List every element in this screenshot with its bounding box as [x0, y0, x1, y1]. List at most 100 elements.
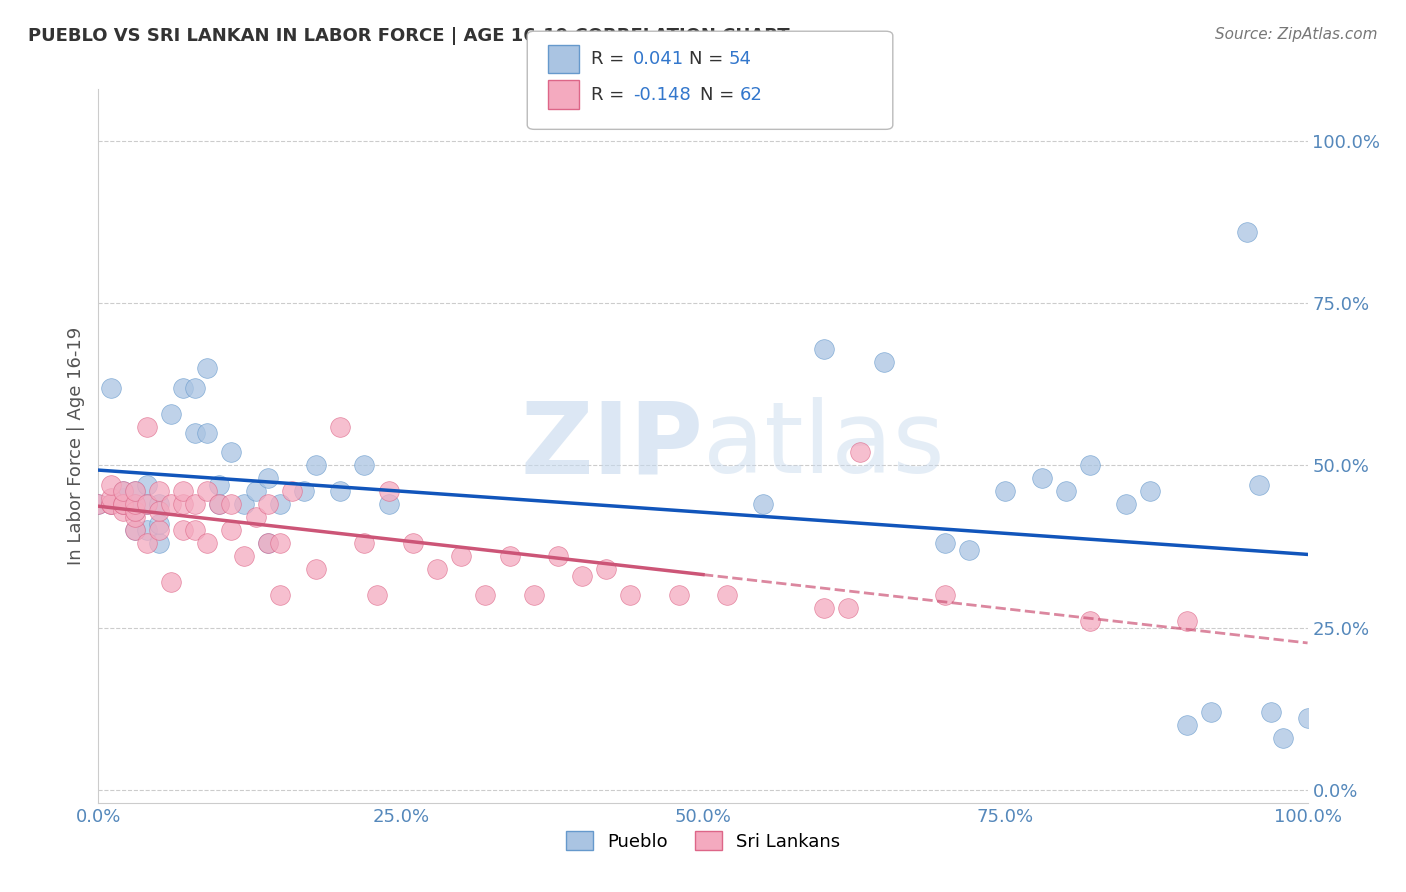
Point: [184, 381, 207, 395]
Point: [124, 510, 146, 524]
Point: [873, 354, 896, 368]
Point: [1054, 484, 1077, 499]
Point: [148, 516, 170, 531]
Point: [305, 458, 328, 473]
Point: [619, 588, 641, 602]
Point: [124, 497, 146, 511]
Point: [135, 497, 157, 511]
Point: [124, 484, 146, 499]
Text: 62: 62: [740, 86, 762, 103]
Point: [135, 524, 157, 538]
Point: [111, 491, 134, 505]
Point: [752, 497, 775, 511]
Point: [1078, 458, 1101, 473]
Point: [957, 542, 980, 557]
Point: [934, 536, 956, 550]
Point: [1236, 225, 1258, 239]
Point: [668, 588, 690, 602]
Point: [377, 484, 399, 499]
Point: [813, 342, 835, 356]
Point: [172, 497, 194, 511]
Text: 54: 54: [728, 50, 751, 68]
Text: N =: N =: [700, 86, 740, 103]
Point: [547, 549, 569, 564]
Point: [100, 478, 122, 492]
Point: [100, 497, 122, 511]
Point: [148, 484, 170, 499]
Text: 0.041: 0.041: [633, 50, 683, 68]
Point: [111, 504, 134, 518]
Point: [402, 536, 425, 550]
Point: [281, 484, 304, 499]
Point: [1199, 705, 1222, 719]
Point: [135, 478, 157, 492]
Text: PUEBLO VS SRI LANKAN IN LABOR FORCE | AGE 16-19 CORRELATION CHART: PUEBLO VS SRI LANKAN IN LABOR FORCE | AG…: [28, 27, 790, 45]
Point: [1031, 471, 1053, 485]
Point: [837, 601, 859, 615]
Point: [571, 568, 593, 582]
Point: [135, 419, 157, 434]
Point: [245, 484, 267, 499]
Point: [353, 536, 375, 550]
Point: [87, 497, 110, 511]
Point: [100, 497, 122, 511]
Point: [716, 588, 738, 602]
Text: atlas: atlas: [703, 398, 945, 494]
Point: [111, 497, 134, 511]
Point: [124, 524, 146, 538]
Point: [329, 419, 352, 434]
Point: [148, 497, 170, 511]
Point: [450, 549, 472, 564]
Point: [994, 484, 1017, 499]
Point: [269, 536, 291, 550]
Point: [377, 497, 399, 511]
Point: [148, 536, 170, 550]
Text: -0.148: -0.148: [633, 86, 690, 103]
Point: [1249, 478, 1271, 492]
Point: [269, 497, 291, 511]
Point: [523, 588, 546, 602]
Point: [100, 491, 122, 505]
Point: [111, 484, 134, 499]
Point: [124, 504, 146, 518]
Point: [208, 497, 231, 511]
Point: [160, 407, 183, 421]
Point: [195, 484, 218, 499]
Point: [305, 562, 328, 576]
Point: [111, 497, 134, 511]
Text: ZIP: ZIP: [520, 398, 703, 494]
Point: [221, 497, 243, 511]
Point: [195, 425, 218, 440]
Point: [256, 497, 278, 511]
Text: R =: R =: [591, 50, 630, 68]
Point: [1078, 614, 1101, 628]
Point: [148, 504, 170, 518]
Point: [172, 484, 194, 499]
Point: [221, 445, 243, 459]
Point: [111, 484, 134, 499]
Point: [256, 471, 278, 485]
Point: [135, 497, 157, 511]
Point: [87, 497, 110, 511]
Point: [353, 458, 375, 473]
Point: [1175, 614, 1198, 628]
Point: [184, 425, 207, 440]
Point: [221, 524, 243, 538]
Point: [172, 381, 194, 395]
Point: [172, 524, 194, 538]
Point: [292, 484, 315, 499]
Point: [100, 381, 122, 395]
Point: [269, 588, 291, 602]
Point: [184, 524, 207, 538]
Point: [1175, 718, 1198, 732]
Text: N =: N =: [689, 50, 728, 68]
Point: [1139, 484, 1161, 499]
Point: [111, 497, 134, 511]
Point: [849, 445, 872, 459]
Point: [1296, 711, 1319, 725]
Text: R =: R =: [591, 86, 630, 103]
Point: [474, 588, 496, 602]
Point: [208, 478, 231, 492]
Point: [124, 484, 146, 499]
Point: [426, 562, 449, 576]
